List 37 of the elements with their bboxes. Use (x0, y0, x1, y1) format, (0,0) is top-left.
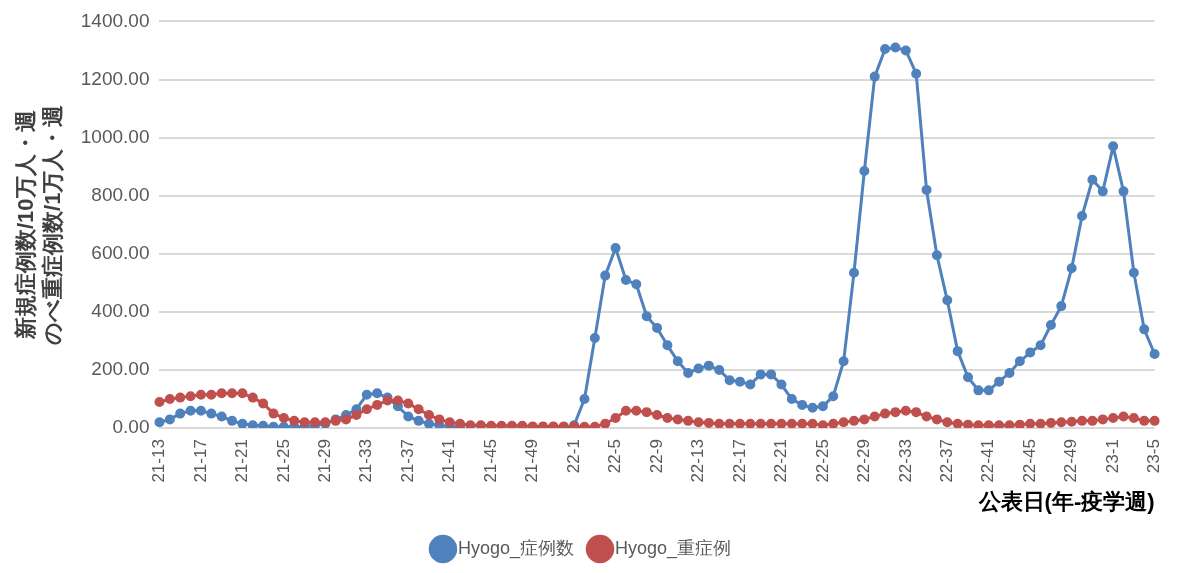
x-tick-label: 21-29 (315, 439, 335, 483)
x-tick-label: 21-49 (522, 439, 542, 483)
x-tick-label: 21-13 (149, 439, 169, 483)
legend-label: Hyogo_症例数 (457, 537, 574, 559)
x-tick-label: 22-49 (1061, 439, 1081, 483)
x-tick-label: 22-21 (771, 439, 791, 483)
x-tick-label: 21-21 (232, 439, 252, 483)
x-tick-label: 22-37 (936, 439, 956, 483)
x-tick-label: 22-13 (688, 439, 708, 483)
y-tick-label: 200.00 (91, 358, 150, 380)
y-axis-title: 新規症例数/10万人・週のべ重症例数/1万人・週 (13, 104, 65, 345)
y-tick-label: 400.00 (91, 300, 150, 322)
y-tick-label: 800.00 (91, 183, 150, 205)
x-axis-title: 公表日(年-疫学週) (977, 488, 1155, 514)
x-tick-label: 21-25 (273, 439, 293, 483)
x-tick-label: 22-33 (895, 439, 915, 483)
y-tick-label: 1200.00 (80, 67, 150, 89)
x-tick-label: 22-41 (978, 439, 998, 483)
y-tick-label: 1000.00 (80, 125, 150, 147)
x-tick-label: 21-33 (356, 439, 376, 483)
x-tick-label: 21-41 (439, 439, 459, 483)
x-tick-label: 22-9 (646, 439, 666, 474)
x-tick-label: 21-45 (480, 439, 500, 483)
x-tick-label: 21-37 (397, 439, 417, 483)
y-tick-label: 1400.00 (80, 9, 150, 31)
legend-label: Hyogo_重症例 (615, 537, 732, 559)
x-tick-label: 22-29 (854, 439, 874, 483)
x-tick-label: 22-5 (605, 439, 625, 474)
x-tick-label: 22-17 (729, 439, 749, 483)
x-tick-label: 22-45 (1019, 439, 1039, 483)
x-tick-label: 22-1 (563, 439, 583, 474)
x-tick-label: 23-1 (1102, 439, 1122, 474)
y-tick-label: 0.00 (112, 416, 150, 438)
x-tick-label: 23-5 (1144, 439, 1164, 474)
x-tick-label: 21-17 (190, 439, 210, 483)
x-tick-label: 22-25 (812, 439, 832, 483)
y-tick-label: 600.00 (91, 242, 150, 264)
